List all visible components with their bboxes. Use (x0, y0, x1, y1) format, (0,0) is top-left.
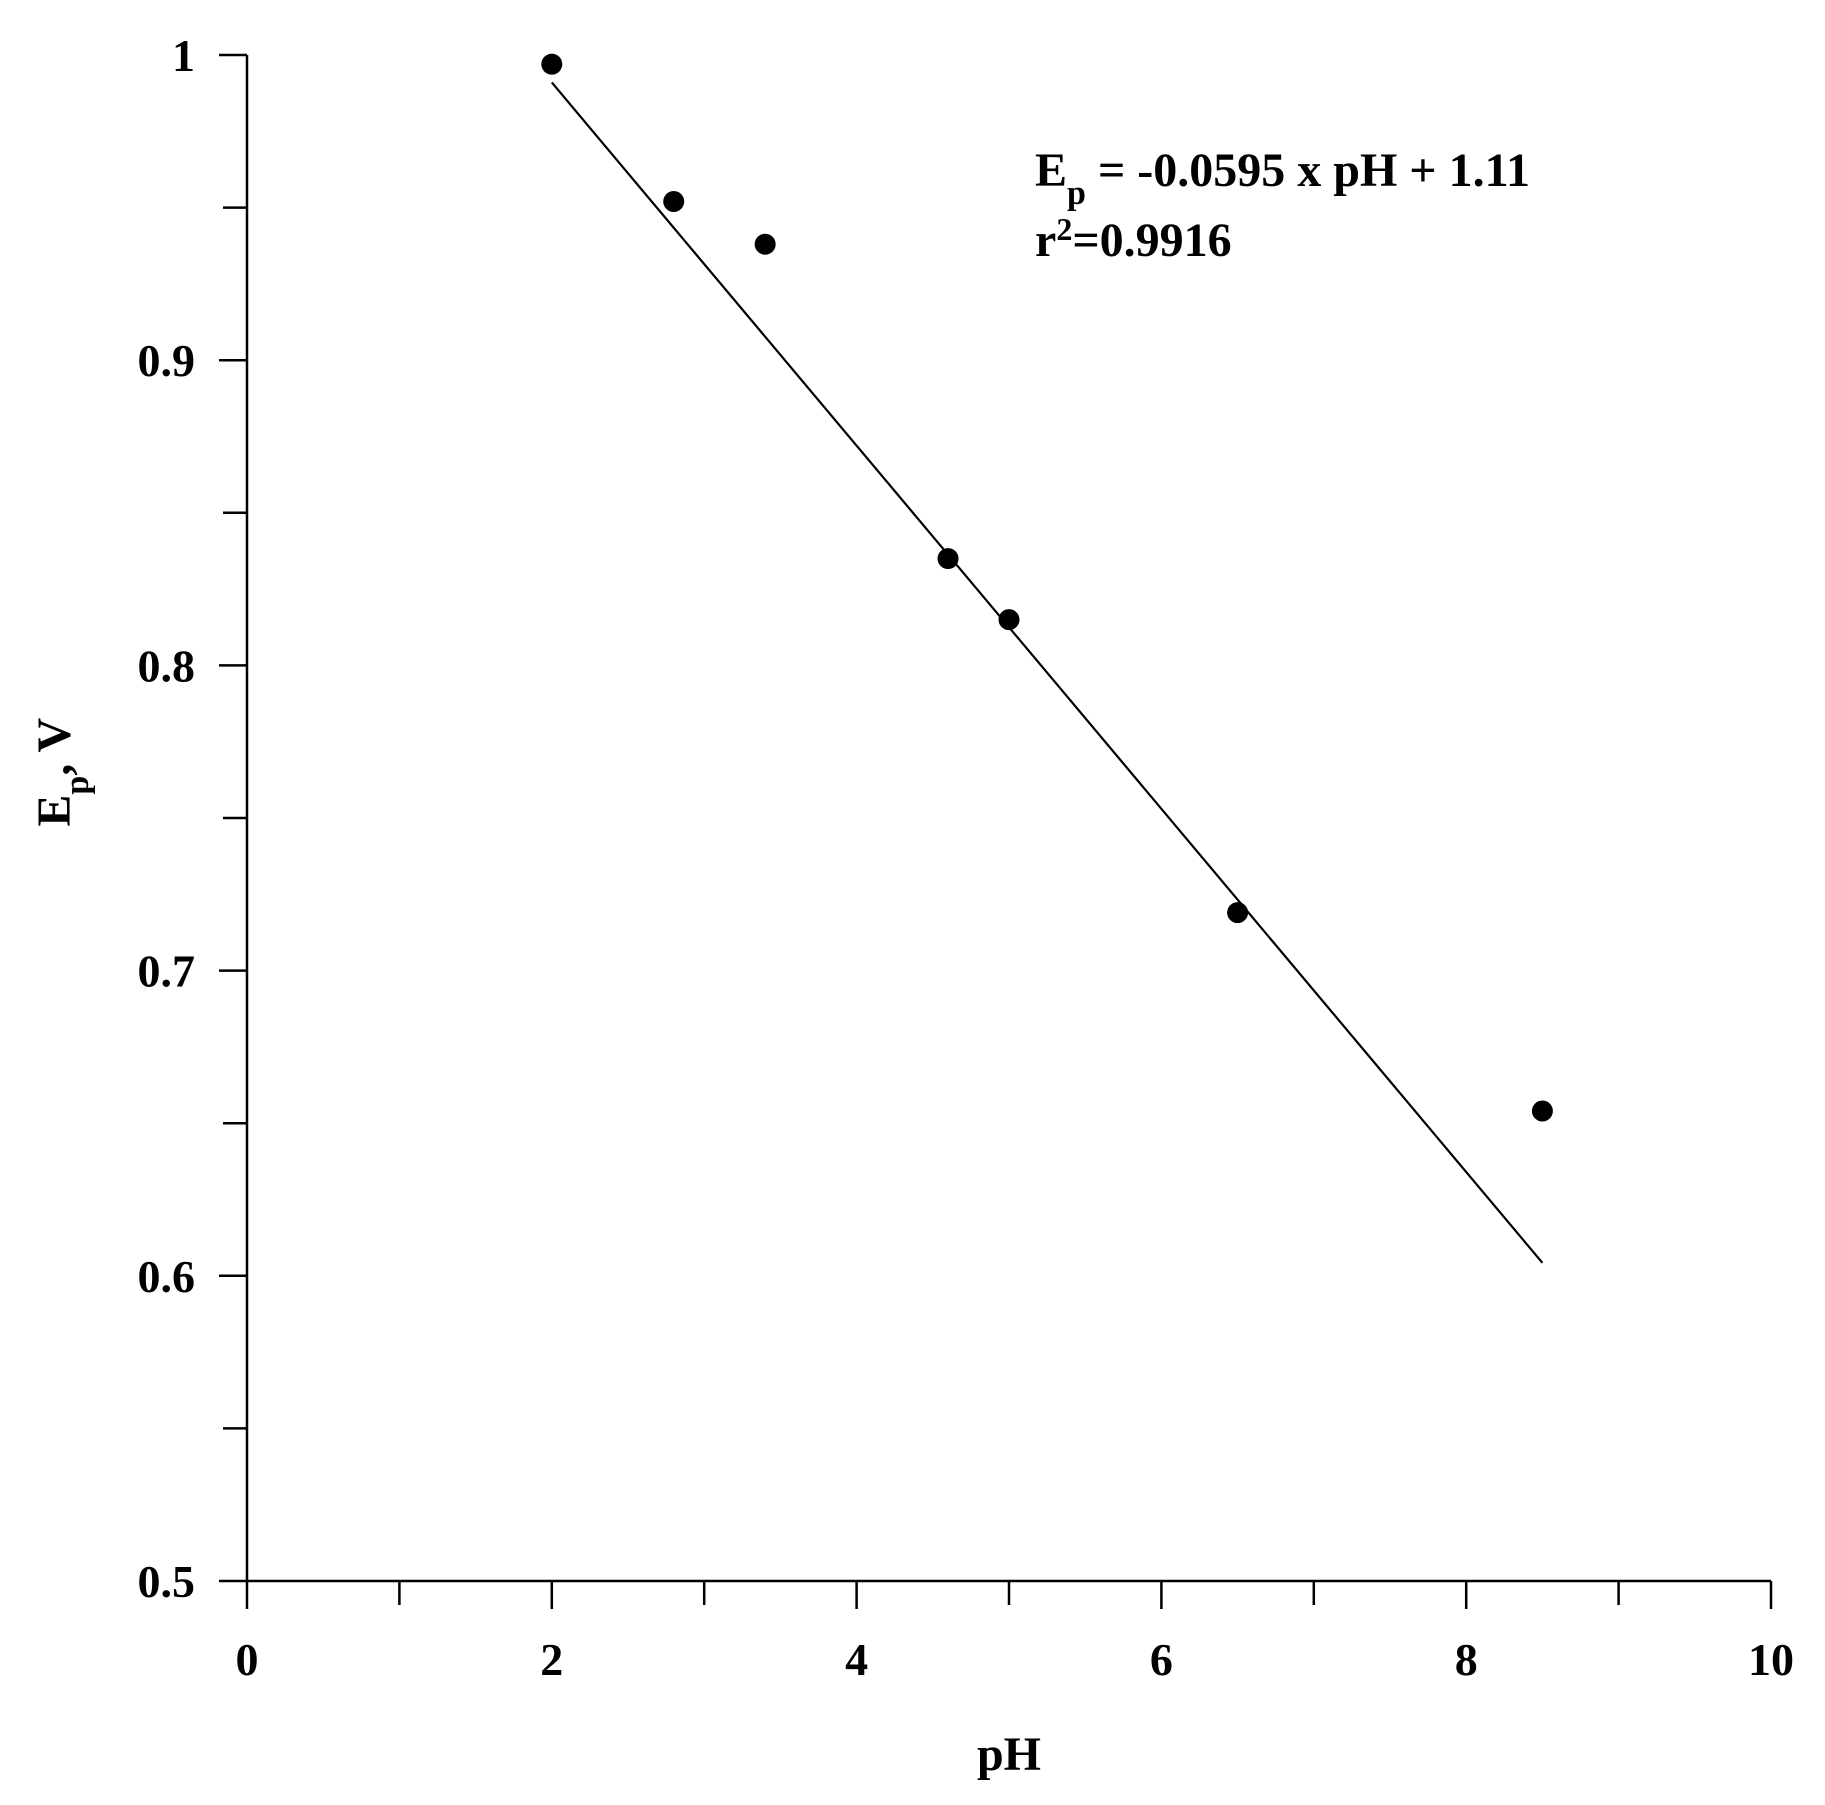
x-tick-label: 4 (845, 1634, 868, 1685)
r-squared-rest: =0.9916 (1072, 214, 1231, 267)
x-tick-label: 0 (236, 1634, 259, 1685)
x-tick-label: 2 (540, 1634, 563, 1685)
fit-equation-e: E (1035, 144, 1067, 197)
y-axis-title-subscript: p (59, 776, 96, 795)
x-ticks: 0 2 4 6 8 10 (236, 1581, 1794, 1685)
data-point (663, 190, 685, 212)
y-tick-label: 1 (172, 30, 195, 81)
r-squared-r: r (1035, 214, 1056, 267)
regression-line (550, 81, 1544, 1264)
data-point (754, 233, 776, 255)
x-tick-label: 6 (1150, 1634, 1173, 1685)
data-point (1531, 1100, 1553, 1122)
fit-equation-rest: = -0.0595 x pH + 1.11 (1086, 144, 1530, 197)
y-tick-label: 0.6 (138, 1251, 196, 1302)
y-tick-label: 0.9 (138, 335, 196, 386)
data-point (937, 548, 959, 570)
data-point (541, 53, 563, 75)
y-axis-title: Ep, V (28, 718, 96, 827)
fit-equation: Ep = -0.0595 x pH + 1.11 (1035, 144, 1530, 212)
y-tick-label: 0.8 (138, 640, 196, 691)
y-axis-title-main: E (28, 795, 81, 827)
data-points (541, 53, 1553, 1122)
y-tick-label: 0.5 (138, 1556, 196, 1607)
r-squared-superscript: 2 (1056, 211, 1072, 247)
x-tick-label: 10 (1748, 1634, 1794, 1685)
data-point (1227, 902, 1249, 924)
x-tick-label: 8 (1455, 1634, 1478, 1685)
y-tick-label: 0.7 (138, 946, 196, 997)
y-axis-title-rest: , V (28, 718, 81, 776)
data-point (998, 609, 1020, 631)
fit-equation-subscript: p (1067, 175, 1086, 212)
x-axis-title: pH (977, 1728, 1041, 1781)
y-ticks: 0.5 0.6 0.7 0.8 0.9 1 (138, 30, 247, 1607)
r-squared: r2=0.9916 (1035, 211, 1232, 267)
axes-group (245, 55, 1771, 1583)
